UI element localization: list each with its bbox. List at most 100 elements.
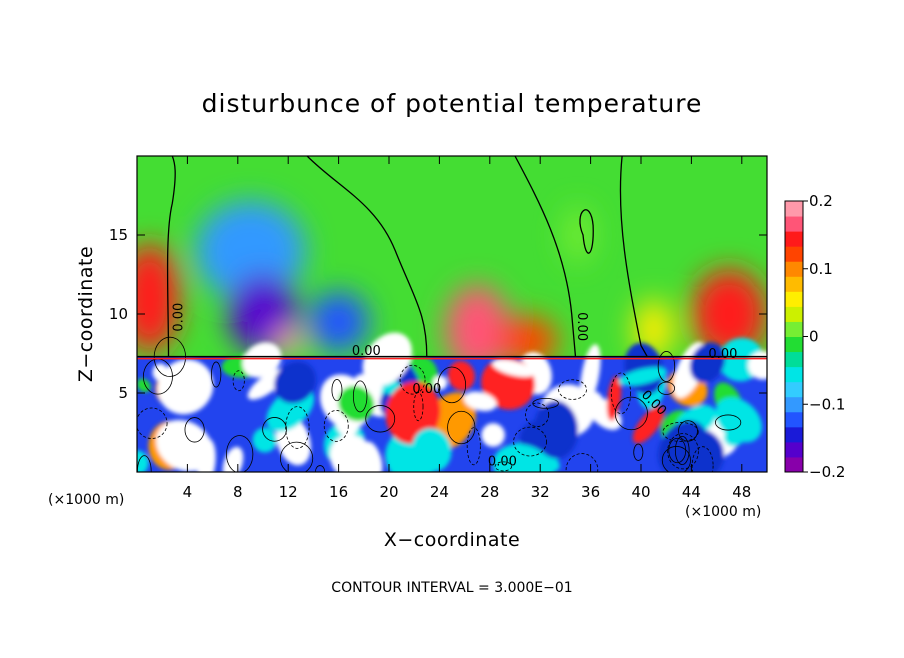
turbulence-eddy (463, 391, 497, 412)
colorbar-segment (785, 306, 803, 322)
colorbar-segment (785, 381, 803, 398)
colorbar-segment (785, 351, 803, 368)
lower-contour (691, 446, 714, 472)
lower-contour (466, 427, 481, 466)
turbulence-eddy (481, 423, 505, 447)
colorbar-segment (785, 246, 803, 262)
z-tick-label: 15 (109, 226, 128, 244)
lower-contour (232, 370, 245, 392)
turbulence-eddy (242, 342, 282, 378)
turbulence-eddy (689, 342, 726, 384)
colorbar-tick-label: 0.1 (809, 260, 833, 278)
turbulence-eddy (329, 434, 377, 472)
lower-contour (614, 396, 648, 431)
colorbar-tick-label: −0.1 (809, 395, 845, 413)
x-tick-label: 48 (732, 483, 751, 501)
lower-contour (285, 406, 310, 449)
contour-label: 0.00 (574, 312, 589, 341)
zero-contour (306, 156, 428, 357)
lower-contour (565, 453, 599, 472)
field-blob (274, 326, 303, 355)
lower-contour (279, 441, 314, 472)
y-axis-title: Z−coordinate (75, 246, 97, 382)
turbulence-eddy (338, 385, 375, 422)
colorbar-segment (785, 456, 803, 473)
x-tick-label: 40 (631, 483, 650, 501)
colorbar-segment (785, 321, 803, 337)
field-blob (195, 200, 306, 301)
lower-contour (447, 410, 476, 445)
x-tick-label: 32 (531, 483, 550, 501)
contour-label: 0.00 (352, 344, 381, 359)
x-axis: 4 8 12 16 20 24 28 32 36 40 44 48 (183, 156, 751, 501)
lower-contour (674, 435, 690, 466)
turbulence-eddy (432, 375, 448, 391)
x-unit-label-right: (×1000 m) (685, 504, 761, 520)
lower-contour (532, 397, 559, 409)
zero-contour (166, 156, 176, 357)
lower-contour (657, 381, 676, 395)
colorbar-segment (785, 276, 803, 292)
colorbar-segment (785, 201, 803, 217)
colorbar-tick-label: 0 (809, 328, 819, 346)
lower-contour (662, 422, 699, 442)
x-axis-title: X−coordinate (384, 529, 520, 551)
lower-contour (668, 437, 687, 464)
field-blob (497, 315, 558, 366)
turbulence-eddy (412, 428, 452, 472)
chart-title: disturbunce of potential temperature (202, 89, 703, 118)
contour-label: 0.00 (171, 303, 186, 332)
x-tick-label: 16 (329, 483, 348, 501)
turbulence-eddy (447, 360, 475, 391)
colorbar-segment (785, 261, 803, 277)
colorbar-segment (785, 396, 803, 413)
lower-contour (323, 410, 349, 442)
colorbar-segment (785, 216, 803, 232)
lower-contour (331, 379, 343, 402)
turbulence-eddy (157, 359, 214, 415)
zero-contour (579, 209, 594, 254)
contour-lines (166, 156, 648, 357)
x-unit-label-left: (×1000 m) (48, 492, 124, 508)
lower-contour (667, 433, 699, 470)
colorbar-segment (785, 441, 803, 458)
lower-contour (657, 351, 676, 382)
lower-contour (184, 417, 205, 443)
contour-label: 0.00 (708, 347, 737, 362)
x-tick-label: 20 (379, 483, 398, 501)
lower-contour (413, 391, 424, 422)
field-blob (308, 291, 369, 352)
colorbar: 0.2 0.1 0 −0.1 −0.2 (784, 192, 845, 481)
colorbar-segment (785, 366, 803, 383)
lower-contour (610, 372, 631, 415)
plot-area (137, 156, 767, 472)
z-tick-label: 10 (109, 305, 128, 323)
x-tick-label: 12 (279, 483, 298, 501)
colorbar-tick-label: 0.2 (809, 192, 833, 210)
turbulence-eddy (632, 406, 665, 444)
turbulence-eddy (606, 376, 622, 421)
colorbar-segment (785, 336, 803, 353)
x-tick-label: 36 (581, 483, 600, 501)
turbulence-eddy (493, 444, 554, 472)
x-tick-label: 44 (682, 483, 701, 501)
lower-contour (494, 461, 513, 472)
lower-contour (437, 366, 467, 404)
lower-contour (525, 402, 550, 427)
turbulence-eddy (274, 361, 317, 404)
lower-contour (352, 380, 368, 413)
lower-contour (210, 361, 222, 388)
field-blob (445, 284, 510, 375)
contour-label: 0.00 (412, 382, 441, 397)
turbulence-eddy (492, 359, 535, 377)
field-blob (691, 269, 767, 359)
zero-contour (619, 156, 648, 357)
field-blob (564, 207, 592, 263)
field-blob (137, 243, 180, 354)
z-tick-label: 5 (118, 384, 128, 402)
lower-contour (661, 446, 691, 472)
z-axis: 5 10 15 (109, 226, 767, 402)
contour-label: 0.00 (488, 455, 517, 470)
